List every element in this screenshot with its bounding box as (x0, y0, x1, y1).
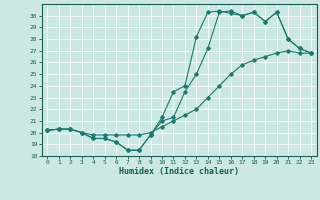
X-axis label: Humidex (Indice chaleur): Humidex (Indice chaleur) (119, 167, 239, 176)
